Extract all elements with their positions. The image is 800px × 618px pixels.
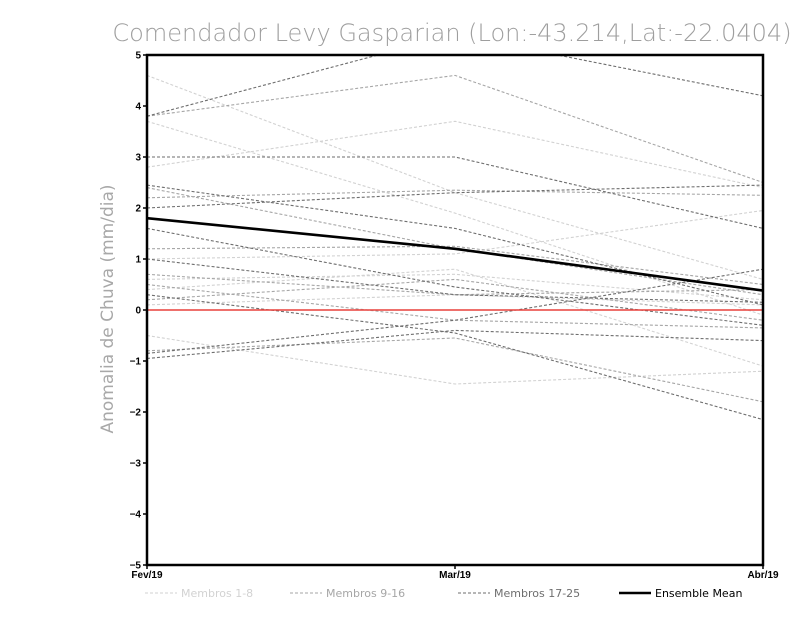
- y-tick-label: 1: [135, 255, 141, 266]
- member-series-line: [147, 268, 763, 367]
- member-series-line: [147, 268, 763, 354]
- y-tick-label: 5: [135, 51, 141, 62]
- member-series-line: [147, 120, 763, 316]
- member-series-line: [147, 74, 763, 280]
- member-series-line: [147, 273, 763, 301]
- series-layer: [147, 55, 763, 421]
- legend: Membros 1-8 Membros 9-16 Membros 17-25 Ense…: [145, 587, 742, 600]
- x-tick-label: Mar/19: [439, 570, 471, 581]
- member-series-line: [147, 283, 763, 329]
- member-series-line: [147, 294, 763, 306]
- legend-label: Membros 1-8: [181, 587, 253, 600]
- member-series-line: [147, 294, 763, 421]
- legend-label: Membros 9-16: [326, 587, 405, 600]
- member-series-line: [147, 184, 763, 306]
- x-tick-label: Fev/19: [131, 570, 163, 581]
- y-tick-label: −5: [130, 561, 142, 572]
- y-tick-label: 2: [135, 204, 141, 215]
- member-series-line: [147, 55, 763, 117]
- ensemble-mean-layer: [147, 216, 763, 292]
- member-series-line: [147, 209, 763, 260]
- member-series-line: [147, 329, 763, 360]
- member-series-line: [147, 278, 763, 321]
- ensemble-mean-line: [147, 216, 763, 292]
- member-series-line: [147, 74, 763, 184]
- y-tick-label: 4: [135, 102, 141, 113]
- y-tick-label: 0: [135, 306, 141, 317]
- x-tick-label: Abr/19: [747, 570, 779, 581]
- y-tick-label: 3: [135, 153, 141, 164]
- member-series-line: [147, 227, 763, 326]
- y-tick-label: −2: [130, 408, 142, 419]
- member-series-line: [147, 334, 763, 385]
- y-tick-label: −1: [130, 357, 142, 368]
- axis-ticks: −5 −4 −3 −2 −1 0 1 2 3 4 5 Fev/19 Mar/19 Abr/19: [130, 51, 779, 582]
- y-tick-label: −4: [130, 510, 142, 521]
- member-series-line: [147, 273, 763, 296]
- member-series-line: [147, 245, 763, 286]
- y-tick-label: −3: [130, 459, 142, 470]
- y-axis-label: Anomalia de Chuva (mm/dia): [98, 184, 118, 433]
- member-series-line: [147, 189, 763, 199]
- member-series-line: [147, 337, 763, 403]
- legend-label: Membros 17-25: [494, 587, 580, 600]
- member-series-line: [147, 120, 763, 189]
- member-series-line: [147, 258, 763, 303]
- chart-title: Comendador Levy Gasparian (Lon:-43.214,L…: [112, 19, 791, 47]
- member-series-line: [147, 156, 763, 229]
- legend-label: Ensemble Mean: [655, 587, 742, 600]
- member-series-line: [147, 184, 763, 209]
